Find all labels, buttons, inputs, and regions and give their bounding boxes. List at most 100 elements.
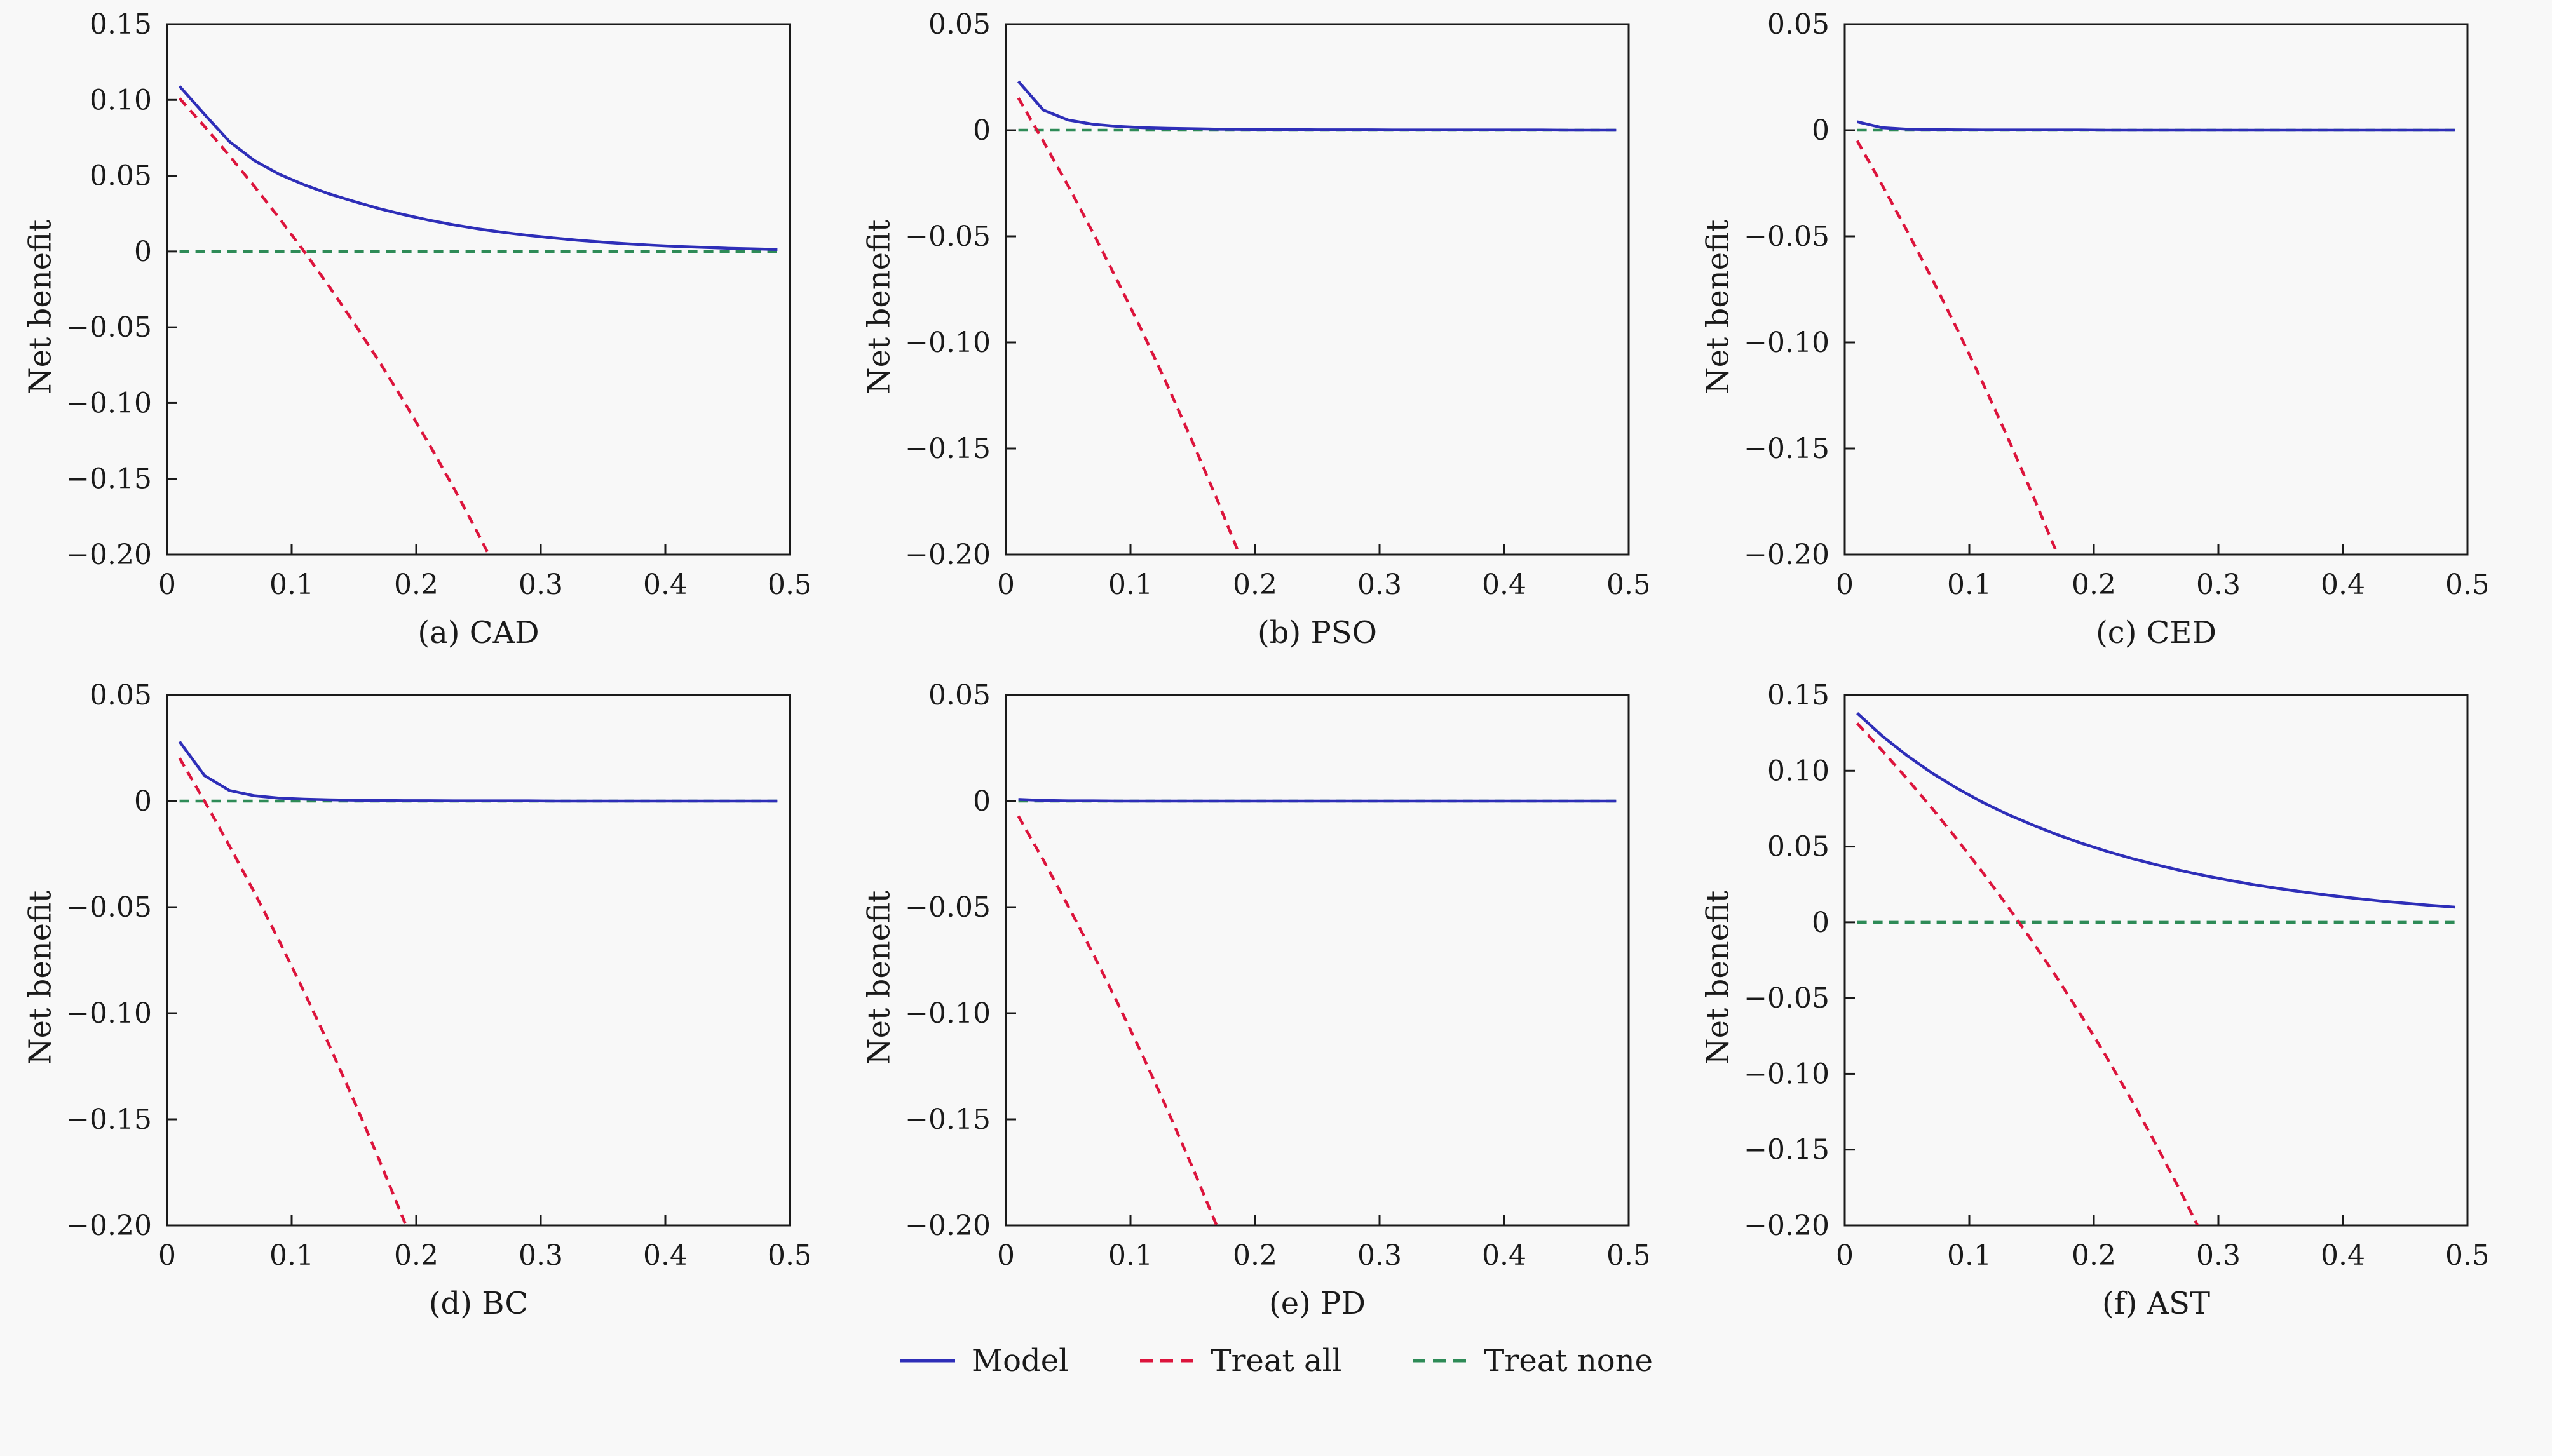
subplot-caption-f: (f) AST bbox=[2101, 1286, 2211, 1321]
subplot-d: Net benefit 0 0.1 0.2 0.3 0.4 0.5 0.05 0 −0.05 −0… bbox=[21, 676, 853, 1321]
y-axis-label-wrap: Net benefit bbox=[1699, 5, 1737, 609]
svg-text:0.4: 0.4 bbox=[2321, 569, 2365, 601]
plot-area-ced: 0 0.1 0.2 0.3 0.4 0.5 0.05 0 −0.05 −0.10 −0.15 −0.2… bbox=[1744, 8, 2487, 601]
svg-text:0.5: 0.5 bbox=[2445, 569, 2487, 601]
svg-text:−0.15: −0.15 bbox=[905, 433, 991, 465]
legend-item-treat-all: Treat all bbox=[1139, 1343, 1342, 1378]
svg-text:0.3: 0.3 bbox=[519, 569, 563, 601]
legend-item-model: Model bbox=[899, 1343, 1069, 1378]
y-axis-label: Net benefit bbox=[1700, 219, 1735, 394]
y-axis-label-wrap: Net benefit bbox=[21, 676, 59, 1279]
subplot-a: Net benefit 0 0.1 0.2 0.3 0.4 0.5 0.15 0.10 0.05… bbox=[21, 5, 853, 650]
svg-text:0.5: 0.5 bbox=[768, 569, 809, 601]
svg-text:0.05: 0.05 bbox=[928, 8, 991, 41]
treat-none-line-icon bbox=[1413, 1359, 1468, 1363]
svg-text:−0.05: −0.05 bbox=[1744, 982, 1829, 1014]
svg-text:−0.20: −0.20 bbox=[1744, 1210, 1829, 1242]
svg-text:−0.15: −0.15 bbox=[905, 1103, 991, 1136]
svg-text:−0.20: −0.20 bbox=[66, 1210, 152, 1242]
subplot-caption-b: (b) PSO bbox=[1258, 615, 1377, 650]
svg-text:0.2: 0.2 bbox=[1233, 1239, 1277, 1272]
svg-text:−0.10: −0.10 bbox=[905, 997, 991, 1030]
legend-label-model: Model bbox=[971, 1343, 1069, 1378]
svg-text:0.10: 0.10 bbox=[90, 84, 152, 116]
legend: Model Treat all Treat none bbox=[899, 1343, 1653, 1378]
plot-area-cad: 0 0.1 0.2 0.3 0.4 0.5 0.15 0.10 0.05 0 −0.05 −0.10 −… bbox=[66, 8, 809, 601]
svg-text:0.4: 0.4 bbox=[643, 1239, 688, 1272]
y-axis-label-wrap: Net benefit bbox=[860, 676, 898, 1279]
legend-item-treat-none: Treat none bbox=[1411, 1343, 1653, 1378]
y-axis-label: Net benefit bbox=[22, 219, 58, 394]
subplot-grid: Net benefit 0 0.1 0.2 0.3 0.4 0.5 0.15 0.10 0.05… bbox=[21, 5, 2531, 1321]
svg-text:−0.05: −0.05 bbox=[905, 891, 991, 924]
subplot-e: Net benefit 0 0.1 0.2 0.3 0.4 0.5 0.05 0 −0.05 −0… bbox=[860, 676, 1692, 1321]
svg-text:0: 0 bbox=[997, 569, 1015, 601]
svg-text:−0.10: −0.10 bbox=[66, 387, 152, 419]
svg-text:0: 0 bbox=[973, 785, 991, 818]
svg-text:−0.20: −0.20 bbox=[905, 539, 991, 571]
svg-text:−0.10: −0.10 bbox=[1744, 327, 1829, 359]
y-axis-label: Net benefit bbox=[861, 890, 897, 1065]
svg-text:0.05: 0.05 bbox=[928, 679, 991, 711]
plot-area-bc: 0 0.1 0.2 0.3 0.4 0.5 0.05 0 −0.05 −0.10 −0.15 −0.2… bbox=[66, 679, 809, 1272]
subplot-caption-c: (c) CED bbox=[2096, 615, 2216, 650]
y-axis-label-wrap: Net benefit bbox=[1699, 676, 1737, 1279]
y-axis-label-wrap: Net benefit bbox=[860, 5, 898, 609]
svg-text:0.5: 0.5 bbox=[2445, 1239, 2487, 1272]
svg-text:−0.05: −0.05 bbox=[66, 891, 152, 924]
svg-text:−0.10: −0.10 bbox=[66, 997, 152, 1030]
svg-text:0: 0 bbox=[158, 569, 176, 601]
svg-text:0.1: 0.1 bbox=[1947, 1239, 1992, 1272]
svg-text:0.05: 0.05 bbox=[90, 160, 152, 192]
svg-text:0.3: 0.3 bbox=[519, 1239, 563, 1272]
svg-text:0.5: 0.5 bbox=[1606, 1239, 1648, 1272]
svg-text:0.5: 0.5 bbox=[768, 1239, 809, 1272]
svg-text:0: 0 bbox=[997, 1239, 1015, 1272]
svg-text:0: 0 bbox=[158, 1239, 176, 1272]
svg-text:0.3: 0.3 bbox=[1357, 569, 1402, 601]
svg-text:0.3: 0.3 bbox=[2196, 1239, 2241, 1272]
svg-text:0: 0 bbox=[1836, 1239, 1854, 1272]
svg-text:0: 0 bbox=[1812, 907, 1829, 939]
svg-text:0: 0 bbox=[973, 114, 991, 147]
y-axis-label: Net benefit bbox=[22, 890, 58, 1065]
svg-text:0.2: 0.2 bbox=[2072, 569, 2116, 601]
svg-text:0.4: 0.4 bbox=[643, 569, 688, 601]
svg-text:−0.15: −0.15 bbox=[66, 463, 152, 495]
y-axis-label: Net benefit bbox=[861, 219, 897, 394]
svg-text:−0.15: −0.15 bbox=[1744, 1134, 1829, 1166]
plot-area-pso: 0 0.1 0.2 0.3 0.4 0.5 0.05 0 −0.05 −0.10 −0.15 −0.2… bbox=[905, 8, 1648, 601]
legend-label-treat-all: Treat all bbox=[1211, 1343, 1342, 1378]
svg-text:0: 0 bbox=[134, 785, 152, 818]
svg-text:0.05: 0.05 bbox=[1767, 8, 1829, 41]
svg-text:−0.05: −0.05 bbox=[905, 220, 991, 253]
svg-text:0.4: 0.4 bbox=[1482, 569, 1526, 601]
svg-text:−0.10: −0.10 bbox=[905, 327, 991, 359]
subplot-caption-d: (d) BC bbox=[428, 1286, 529, 1321]
svg-text:0.1: 0.1 bbox=[1947, 569, 1992, 601]
subplot-caption-e: (e) PD bbox=[1269, 1286, 1366, 1321]
svg-text:0.1: 0.1 bbox=[269, 569, 314, 601]
svg-text:−0.15: −0.15 bbox=[66, 1103, 152, 1136]
svg-text:−0.05: −0.05 bbox=[66, 311, 152, 344]
svg-text:0.15: 0.15 bbox=[90, 8, 152, 41]
plot-area-ast: 0 0.1 0.2 0.3 0.4 0.5 0.15 0.10 0.05 0 −0.05 −0.10 −… bbox=[1744, 679, 2487, 1272]
svg-text:0.1: 0.1 bbox=[1108, 1239, 1153, 1272]
svg-text:0: 0 bbox=[1812, 114, 1829, 147]
svg-text:0.2: 0.2 bbox=[1233, 569, 1277, 601]
subplot-c: Net benefit 0 0.1 0.2 0.3 0.4 0.5 0.05 0 −0.05 −0… bbox=[1699, 5, 2531, 650]
y-axis-label-wrap: Net benefit bbox=[21, 5, 59, 609]
svg-text:0.05: 0.05 bbox=[90, 679, 152, 711]
svg-text:0.15: 0.15 bbox=[1767, 679, 1829, 711]
subplot-b: Net benefit 0 0.1 0.2 0.3 0.4 0.5 0.05 0 −0.05 −0… bbox=[860, 5, 1692, 650]
legend-label-treat-none: Treat none bbox=[1484, 1343, 1653, 1378]
svg-text:−0.15: −0.15 bbox=[1744, 433, 1829, 465]
svg-text:0.2: 0.2 bbox=[394, 569, 438, 601]
subplot-f: Net benefit 0 0.1 0.2 0.3 0.4 0.5 0.15 0.10 0.05… bbox=[1699, 676, 2531, 1321]
svg-text:0.5: 0.5 bbox=[1606, 569, 1648, 601]
svg-text:0.1: 0.1 bbox=[269, 1239, 314, 1272]
model-line-icon bbox=[900, 1359, 955, 1363]
svg-text:0: 0 bbox=[1836, 569, 1854, 601]
svg-text:0.4: 0.4 bbox=[1482, 1239, 1526, 1272]
